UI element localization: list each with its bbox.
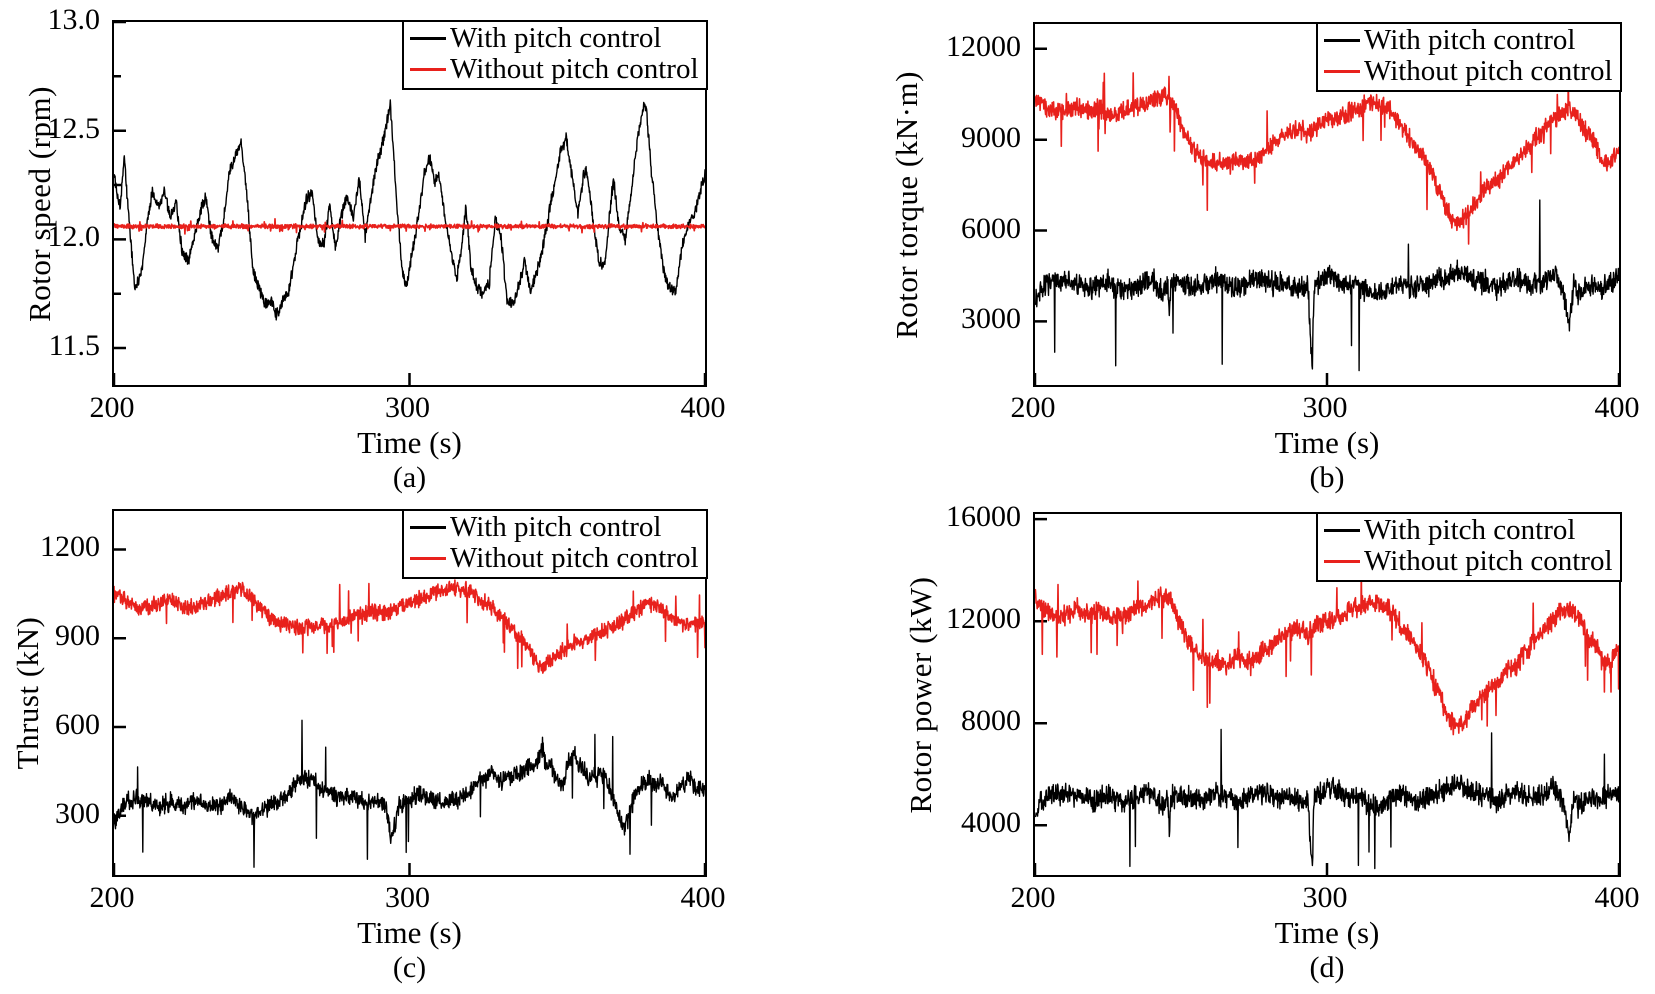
chart-rotor-torque: Rotor torque (kN·m) With pitch control W… [889, 21, 1640, 494]
legend-item-without-pitch: Without pitch control [409, 541, 699, 574]
legend-label: Without pitch control [1363, 54, 1613, 87]
y-tick-label: 9000 [961, 120, 1021, 154]
legend-item-with-pitch: With pitch control [409, 510, 699, 543]
legend-item-with-pitch: With pitch control [1323, 23, 1613, 56]
legend-line-sample-red [1323, 69, 1360, 73]
x-axis-label: Time (s) [1274, 915, 1380, 950]
legend-item-with-pitch: With pitch control [1323, 513, 1613, 546]
subplot-label: (d) [1309, 951, 1345, 984]
subplot-label: (c) [392, 951, 427, 984]
plot-area: With pitch control Without pitch control [1033, 511, 1622, 877]
y-tick-label: 1200 [40, 530, 100, 564]
legend-line-sample-red [409, 67, 446, 71]
legend-line-sample-red [409, 556, 446, 560]
y-tick-label: 900 [55, 619, 100, 653]
x-tick-label: 400 [1594, 881, 1640, 914]
legend-label: With pitch control [1363, 513, 1576, 546]
y-tick-label: 11.5 [48, 329, 100, 363]
y-tick-label: 12.0 [47, 220, 101, 254]
legend-line-sample-red [1323, 559, 1360, 563]
legend-label: With pitch control [449, 510, 662, 543]
plot-canvas [114, 22, 705, 385]
x-tick-label: 400 [1594, 391, 1640, 424]
x-tick-label: 300 [1302, 391, 1348, 424]
y-axis-label: Rotor torque (kN·m) [889, 70, 924, 339]
plot-area: With pitch control Without pitch control [112, 19, 708, 387]
x-tick-label: 300 [385, 391, 430, 424]
x-axis-label: Time (s) [357, 915, 462, 950]
y-tick-label: 3000 [961, 302, 1021, 336]
legend-line-sample-black [1323, 38, 1360, 42]
y-tick-label: 6000 [961, 211, 1021, 245]
y-tick-label: 300 [55, 796, 100, 830]
x-tick-label: 300 [1302, 881, 1348, 914]
legend-label: With pitch control [1363, 23, 1576, 56]
subplot-label: (b) [1309, 461, 1345, 494]
chart-rotor-speed: Rotor speed (rpm) With pitch control Wit… [22, 4, 726, 495]
y-tick-label: 12000 [946, 602, 1021, 636]
x-tick-label: 400 [680, 881, 726, 914]
chart-rotor-power: Rotor power (kW) With pitch control With… [903, 501, 1640, 984]
x-tick-label: 300 [385, 881, 430, 914]
y-tick-label: 12.5 [47, 111, 101, 145]
plot-canvas [1035, 517, 1619, 875]
legend-item-without-pitch: Without pitch control [1323, 54, 1613, 87]
legend-item-without-pitch: Without pitch control [1323, 544, 1613, 577]
legend: With pitch control Without pitch control [401, 508, 708, 579]
x-tick-label: 200 [1010, 881, 1056, 914]
y-tick-label: 600 [55, 708, 100, 742]
x-tick-label: 200 [1010, 391, 1056, 424]
legend-line-sample-black [1323, 528, 1360, 532]
subplot-label: (a) [392, 461, 427, 494]
legend: With pitch control Without pitch control [1315, 511, 1622, 582]
legend: With pitch control Without pitch control [1315, 21, 1622, 92]
legend-label: With pitch control [449, 21, 662, 54]
y-tick-label: 16000 [946, 500, 1021, 534]
y-tick-label: 12000 [946, 29, 1021, 63]
plot-area: With pitch control Without pitch control [112, 508, 708, 877]
x-tick-label: 200 [89, 881, 135, 914]
legend-label: Without pitch control [449, 541, 699, 574]
chart-thrust: Thrust (kN) With pitch control Without p… [10, 508, 726, 984]
x-axis-label: Time (s) [1274, 425, 1380, 460]
legend-line-sample-black [409, 36, 446, 40]
legend-label: Without pitch control [1363, 544, 1613, 577]
legend-item-without-pitch: Without pitch control [409, 52, 699, 85]
legend-line-sample-black [409, 525, 446, 529]
plot-canvas [1035, 47, 1619, 385]
legend: With pitch control Without pitch control [401, 19, 708, 90]
plot-area: With pitch control Without pitch control [1033, 21, 1622, 387]
x-axis-label: Time (s) [357, 425, 462, 460]
x-tick-label: 400 [680, 391, 726, 424]
x-tick-label: 200 [89, 391, 135, 424]
y-tick-label: 13.0 [47, 3, 101, 36]
legend-label: Without pitch control [449, 52, 699, 85]
y-tick-label: 4000 [961, 806, 1021, 840]
legend-item-with-pitch: With pitch control [409, 21, 699, 54]
plot-canvas [114, 548, 705, 875]
y-tick-label: 8000 [961, 704, 1021, 738]
